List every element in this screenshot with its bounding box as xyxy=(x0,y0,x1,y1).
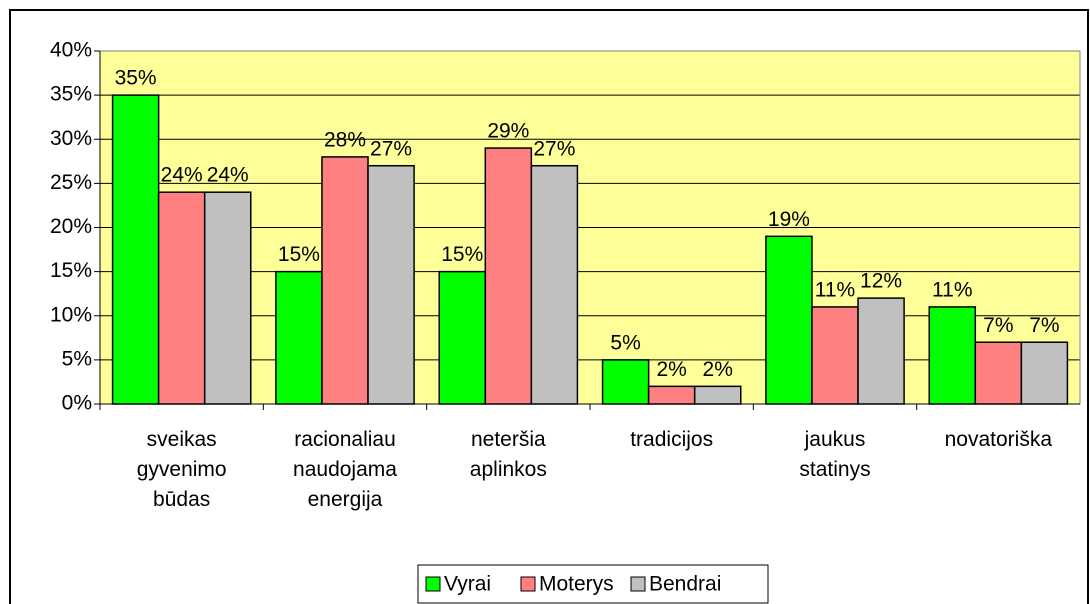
data-label: 7% xyxy=(1029,314,1059,337)
bar xyxy=(1020,341,1069,405)
data-label: 19% xyxy=(768,208,810,231)
bar xyxy=(693,385,742,405)
data-label: 24% xyxy=(161,164,203,187)
bar xyxy=(765,235,813,405)
y-tick-label: 0% xyxy=(62,392,92,415)
bar xyxy=(321,156,369,405)
bar xyxy=(438,270,487,405)
y-tick-label: 10% xyxy=(50,303,92,326)
x-tick-label: tradicijos xyxy=(630,428,713,451)
x-tick-label: jaukus statinys xyxy=(799,428,870,481)
data-label: 2% xyxy=(703,358,733,381)
y-tick-label: 25% xyxy=(50,171,92,194)
bar xyxy=(530,164,579,405)
bar xyxy=(367,164,415,405)
x-tick-label: racionaliau naudojama energija xyxy=(293,428,397,511)
y-tick-label: 20% xyxy=(50,215,92,238)
data-label: 11% xyxy=(815,278,855,301)
legend-box xyxy=(417,564,769,604)
y-tick-label: 15% xyxy=(50,259,92,282)
bar xyxy=(203,191,252,405)
legend-label: Bendrai xyxy=(649,573,721,596)
legend-swatch xyxy=(425,576,441,592)
legend-swatch xyxy=(520,576,536,592)
y-tick-label: 5% xyxy=(62,347,92,370)
data-label: 29% xyxy=(487,120,529,143)
bar xyxy=(157,191,206,405)
bar xyxy=(111,94,160,405)
data-label: 7% xyxy=(983,314,1013,337)
bar xyxy=(601,359,650,405)
data-label: 12% xyxy=(860,270,902,293)
data-label: 28% xyxy=(324,128,366,151)
bar xyxy=(647,385,696,405)
x-tick-label: sveikas gyvenimo būdas xyxy=(137,428,227,511)
bar xyxy=(857,297,905,405)
data-label: 15% xyxy=(278,243,320,266)
data-label: 27% xyxy=(370,137,412,160)
bar xyxy=(275,270,323,405)
data-label: 24% xyxy=(207,164,249,187)
data-label: 27% xyxy=(533,137,575,160)
bar xyxy=(811,306,859,405)
legend-label: Moterys xyxy=(539,573,614,596)
x-tick-label: novatoriška xyxy=(945,428,1053,451)
legend-swatch xyxy=(630,576,646,592)
data-label: 5% xyxy=(610,331,640,354)
data-label: 11% xyxy=(932,278,972,301)
data-label: 2% xyxy=(656,358,686,381)
bar xyxy=(974,341,1023,405)
x-tick-label: neteršia aplinkos xyxy=(470,428,547,481)
bar xyxy=(928,306,977,405)
data-label: 35% xyxy=(115,67,157,90)
bar xyxy=(484,147,533,405)
legend-label: Vyrai xyxy=(444,573,491,596)
y-tick-label: 30% xyxy=(50,127,92,150)
y-tick-label: 40% xyxy=(50,39,92,62)
y-tick-label: 35% xyxy=(50,83,92,106)
data-label: 15% xyxy=(441,243,483,266)
